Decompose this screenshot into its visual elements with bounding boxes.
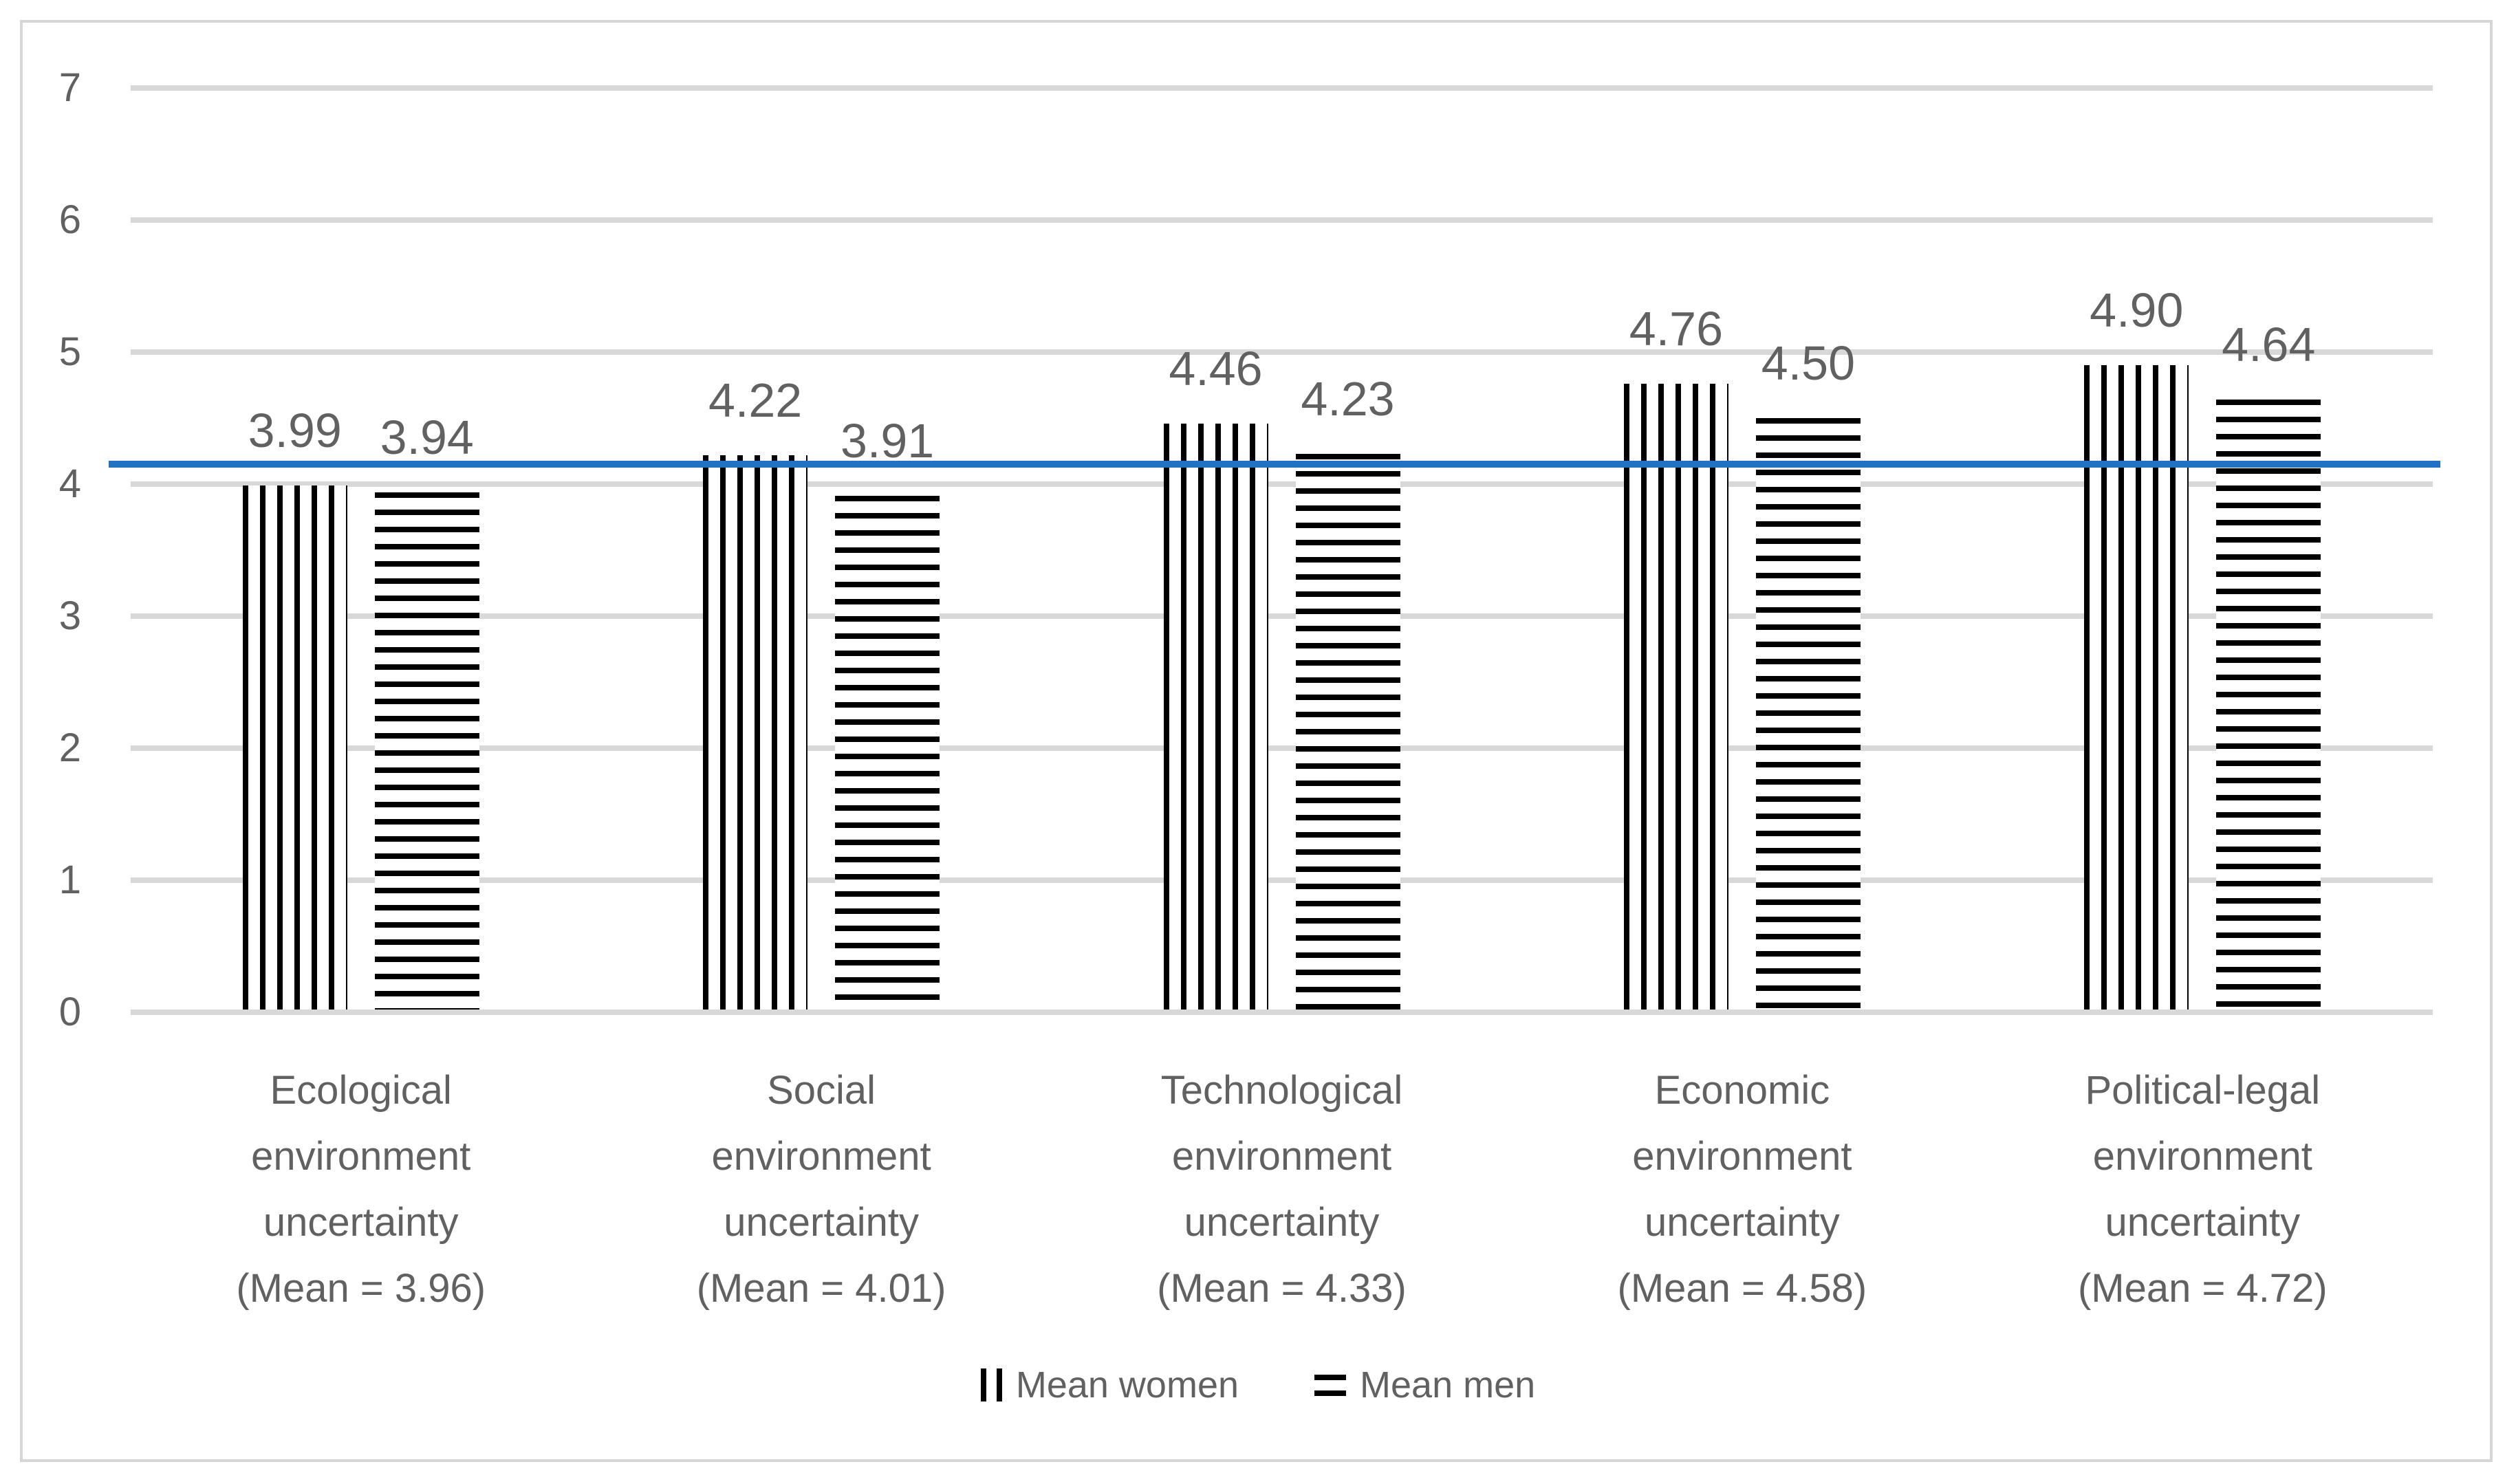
gridline-y-2 xyxy=(131,745,2433,751)
gridline-y-3 xyxy=(131,613,2433,619)
category-label-line: environment xyxy=(251,1134,471,1179)
y-axis-tick-label: 4 xyxy=(58,461,81,506)
category-label-line: Political-legal xyxy=(2085,1068,2321,1113)
data-label: 4.46 xyxy=(1169,341,1263,395)
y-axis-tick-label: 6 xyxy=(58,197,81,242)
y-axis-tick-label: 5 xyxy=(58,329,81,374)
bar-mean-women-1 xyxy=(242,485,347,1010)
legend-item-mean-men: Mean men xyxy=(1314,1364,1535,1406)
category-label-line: (Mean = 4.33) xyxy=(1157,1266,1407,1311)
y-axis-tick-label: 3 xyxy=(58,593,81,638)
data-label: 4.23 xyxy=(1301,371,1395,426)
data-label: 4.90 xyxy=(2090,283,2184,338)
bar-mean-men-4 xyxy=(1755,418,1861,1010)
category-label: Technological environment uncertainty (Mean… xyxy=(1069,1058,1495,1322)
bar-mean-men-3 xyxy=(1295,453,1400,1010)
gridline-y-1 xyxy=(131,877,2433,883)
category-label-line: environment xyxy=(1171,1134,1392,1179)
vertical-stripes-swatch-icon xyxy=(980,1368,1002,1401)
category-label-line: uncertainty xyxy=(1184,1200,1380,1245)
category-label: Political-legal environment uncertainty (Me… xyxy=(1989,1058,2416,1322)
data-label: 4.22 xyxy=(708,373,803,427)
data-label: 4.64 xyxy=(2222,318,2316,372)
category-label-line: (Mean = 4.01) xyxy=(696,1266,946,1311)
category-label-line: environment xyxy=(2092,1134,2312,1179)
category-label-line: Ecological xyxy=(270,1068,452,1113)
bar-mean-men-5 xyxy=(2216,400,2321,1010)
category-label-line: environment xyxy=(1632,1134,1852,1179)
data-label: 4.76 xyxy=(1629,302,1724,356)
data-label: 3.91 xyxy=(840,414,935,468)
bar-mean-women-3 xyxy=(1163,423,1268,1010)
data-label: 3.99 xyxy=(248,403,342,457)
category-label-line: uncertainty xyxy=(1645,1200,1840,1245)
y-axis-tick-label: 2 xyxy=(58,725,81,770)
category-label-line: uncertainty xyxy=(263,1200,459,1245)
category-label: Social environment uncertainty (Mean = 4.01… xyxy=(608,1058,1034,1322)
legend-label-mean-women: Mean women xyxy=(1015,1364,1239,1406)
category-label-line: environment xyxy=(711,1134,931,1179)
horizontal-stripes-swatch-icon xyxy=(1314,1374,1347,1396)
bar-mean-women-2 xyxy=(703,455,808,1010)
gridline-y-7 xyxy=(131,85,2433,91)
category-label: Ecological environment uncertainty (Mean = … xyxy=(148,1058,574,1322)
bar-mean-women-4 xyxy=(1623,384,1728,1010)
bar-mean-men-2 xyxy=(835,496,940,1010)
category-label-line: (Mean = 4.72) xyxy=(2077,1266,2328,1311)
chart-legend: Mean women Mean men xyxy=(23,1351,2493,1419)
bar-mean-men-1 xyxy=(374,492,479,1010)
y-axis-tick-label: 0 xyxy=(58,990,81,1034)
gridline-y-0 xyxy=(131,1010,2433,1015)
legend-item-mean-women: Mean women xyxy=(980,1364,1239,1406)
category-label-line: uncertainty xyxy=(724,1200,919,1245)
category-label: Economic environment uncertainty (Mean = 4.… xyxy=(1529,1058,1955,1322)
gridline-y-6 xyxy=(131,217,2433,223)
category-label-line: (Mean = 4.58) xyxy=(1617,1266,1867,1311)
legend-label-mean-men: Mean men xyxy=(1360,1364,1536,1406)
y-axis-tick-label: 1 xyxy=(58,858,81,902)
y-axis-tick-label: 7 xyxy=(58,65,81,110)
mean-reference-line xyxy=(109,461,2440,468)
category-label-line: uncertainty xyxy=(2105,1200,2301,1245)
gridline-y-5 xyxy=(131,349,2433,355)
category-label-line: Technological xyxy=(1160,1068,1403,1113)
category-label-line: Social xyxy=(767,1068,876,1113)
data-label: 4.50 xyxy=(1761,336,1856,390)
bar-mean-women-5 xyxy=(2084,365,2189,1010)
gridline-y-4 xyxy=(131,481,2433,487)
category-label-line: (Mean = 3.96) xyxy=(236,1266,486,1311)
data-label: 3.94 xyxy=(380,410,474,464)
category-label-line: Economic xyxy=(1654,1068,1830,1113)
